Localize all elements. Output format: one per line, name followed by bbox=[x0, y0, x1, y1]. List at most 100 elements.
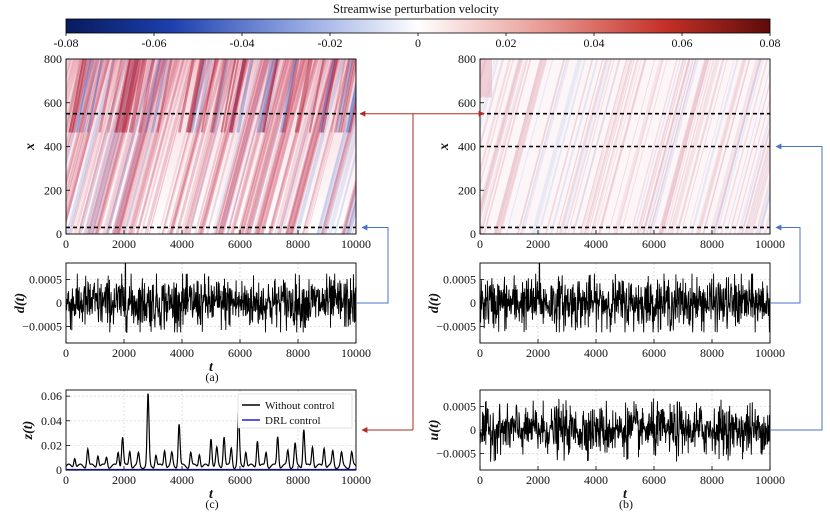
contour-streak bbox=[348, 92, 356, 133]
contour-streak bbox=[324, 115, 356, 234]
contour-streak bbox=[105, 59, 156, 234]
contour-background bbox=[66, 59, 356, 234]
x-tick-label: 4000 bbox=[170, 473, 194, 487]
actuation-plot-b: 0 2000 4000 6000 8000 100000.00050−0.0005tu(t… bbox=[427, 389, 785, 502]
x-tick-label: 6000 bbox=[642, 237, 666, 251]
contour-streak bbox=[316, 85, 356, 234]
contour-streak bbox=[317, 87, 356, 234]
contour-streak bbox=[76, 59, 92, 133]
contour-streak bbox=[616, 59, 664, 234]
contour-streak bbox=[714, 59, 762, 234]
contour-streak bbox=[184, 59, 234, 234]
series-without-control bbox=[65, 393, 357, 470]
panel-label-c: (c) bbox=[205, 497, 218, 511]
x-tick-label: 2000 bbox=[112, 473, 136, 487]
contour-streak bbox=[587, 59, 635, 234]
contour-streak bbox=[86, 59, 103, 133]
contour-streak bbox=[186, 59, 237, 234]
contour-streak bbox=[106, 59, 124, 133]
contour-streak bbox=[480, 59, 523, 219]
contour-streak bbox=[516, 59, 566, 234]
contour-streak bbox=[306, 59, 354, 234]
contour-streak bbox=[188, 59, 207, 133]
colorbar: Streamwise perturbation velocity -0.08 -0… bbox=[54, 2, 781, 50]
blue-connector-a bbox=[356, 224, 389, 304]
contour-streak bbox=[335, 59, 354, 133]
contour-streak bbox=[249, 59, 298, 234]
contour-streak bbox=[256, 59, 308, 234]
x-tick-label: 0 bbox=[477, 473, 483, 487]
contour-streak bbox=[348, 205, 356, 234]
contour-streak bbox=[78, 59, 128, 234]
x-axis-label: t bbox=[209, 487, 214, 502]
blue-connector-b bbox=[770, 224, 801, 304]
contour-streak bbox=[94, 59, 143, 234]
contour-streak bbox=[127, 59, 177, 234]
contour-streak bbox=[545, 59, 594, 234]
x-tick-label: 6000 bbox=[642, 346, 666, 360]
contour-streak bbox=[117, 59, 166, 234]
contour-streak bbox=[220, 59, 236, 133]
contour-streak bbox=[66, 59, 76, 96]
contour-streak bbox=[217, 59, 267, 234]
y-tick-label: 400 bbox=[44, 140, 62, 154]
contour-streak bbox=[115, 59, 166, 234]
contour-streak bbox=[221, 59, 270, 234]
x-tick-label: 2000 bbox=[526, 473, 550, 487]
contour-streak bbox=[333, 59, 351, 133]
contour-streak bbox=[279, 59, 330, 234]
y-tick-label: 0.0005 bbox=[29, 272, 62, 286]
contour-streak bbox=[206, 59, 255, 234]
contour-streak bbox=[111, 59, 161, 234]
panel-label-b: (b) bbox=[619, 497, 633, 511]
contour-streak bbox=[268, 59, 319, 234]
y-axis-label: d(t) bbox=[427, 293, 442, 313]
contour-streak bbox=[748, 153, 770, 234]
contour-plot-b: 0 2000 4000 6000 8000 10000 0 200 400 600 800 x bbox=[437, 52, 785, 251]
contour-streak bbox=[257, 59, 306, 234]
contour-streak bbox=[642, 59, 691, 234]
contour-streak bbox=[629, 59, 678, 234]
contour-streak bbox=[188, 59, 237, 234]
contour-streak bbox=[341, 180, 356, 234]
contour-streak bbox=[115, 59, 165, 234]
axes-frame bbox=[65, 58, 357, 235]
contour-streak bbox=[280, 59, 298, 133]
contour-streak bbox=[112, 59, 163, 234]
contour-streak bbox=[239, 59, 290, 234]
contour-streak bbox=[124, 59, 142, 133]
y-tick-label: 600 bbox=[44, 96, 62, 110]
contour-streak bbox=[66, 59, 103, 198]
contour-streak bbox=[239, 59, 287, 234]
contour-streak bbox=[169, 59, 219, 234]
contour-streak bbox=[340, 176, 356, 234]
contour-streak bbox=[277, 59, 327, 234]
contour-streak bbox=[113, 59, 164, 234]
contour-streak bbox=[560, 59, 608, 234]
contour-streak bbox=[480, 59, 511, 175]
colorbar-gradient bbox=[65, 18, 771, 34]
contour-streak bbox=[211, 59, 262, 234]
contour-streak bbox=[106, 59, 154, 234]
x-tick-label: 8000 bbox=[286, 346, 310, 360]
contour-streak bbox=[200, 59, 217, 133]
contour-streak bbox=[497, 59, 547, 234]
contour-streak bbox=[560, 59, 609, 234]
x-tick-label: 0 bbox=[477, 237, 483, 251]
contour-streak bbox=[87, 59, 136, 234]
contour-streak bbox=[194, 59, 213, 133]
x-tick-label: 10000 bbox=[341, 237, 371, 251]
contour-streak bbox=[116, 59, 167, 234]
contour-streak bbox=[121, 59, 171, 234]
colorbar-tick-label: 0.04 bbox=[584, 36, 605, 50]
colorbar-tick-label: -0.02 bbox=[318, 36, 343, 50]
contour-streak bbox=[213, 59, 263, 234]
contour-streak bbox=[236, 59, 254, 133]
contour-streak bbox=[66, 59, 102, 195]
x-axis-label: t bbox=[623, 487, 628, 502]
colorbar-tick-label: 0.06 bbox=[672, 36, 693, 50]
y-tick-label: 200 bbox=[458, 183, 476, 197]
x-tick-label: 2000 bbox=[112, 346, 136, 360]
contour-streak bbox=[201, 59, 250, 234]
x-tick-label: 8000 bbox=[700, 237, 724, 251]
